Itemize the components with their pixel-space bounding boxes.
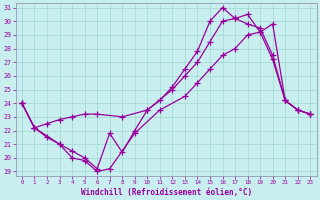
X-axis label: Windchill (Refroidissement éolien,°C): Windchill (Refroidissement éolien,°C) xyxy=(81,188,252,197)
